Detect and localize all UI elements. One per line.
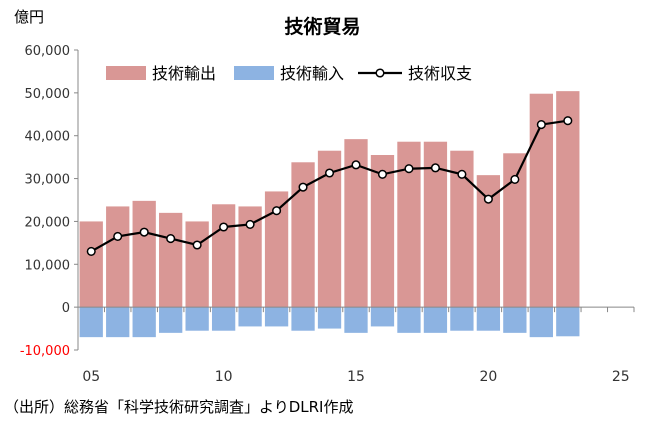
y-tick-label: -10,000 [20, 344, 70, 359]
export-bar [503, 153, 527, 308]
import-bar [132, 307, 156, 338]
export-bar [317, 150, 342, 308]
x-tick-label: 15 [347, 369, 365, 385]
legend-swatch-marker [375, 68, 385, 78]
balance-point [404, 164, 414, 174]
export-bar [106, 206, 130, 308]
y-tick-label: 40,000 [25, 130, 71, 145]
import-bar [529, 307, 553, 338]
import-bar [211, 307, 236, 331]
legend: 技術輸出 技術輸入 技術収支 [106, 64, 472, 83]
balance-point [457, 169, 467, 179]
import-bar [159, 307, 183, 333]
y-tick-label: 30,000 [25, 173, 71, 188]
import-bar [370, 307, 395, 327]
export-bar [344, 139, 368, 308]
import-bar [503, 307, 527, 333]
import-bar [317, 307, 342, 329]
import-bar [476, 307, 501, 331]
balance-point [166, 234, 176, 244]
export-bar [476, 175, 501, 308]
y-tick-label: 0 [62, 301, 70, 316]
balance-point [113, 231, 123, 241]
x-tick-label: 10 [215, 369, 233, 385]
balance-point [430, 163, 440, 173]
balance-point [245, 219, 255, 229]
balance-point [483, 194, 493, 204]
export-bar [264, 191, 289, 308]
export-bar [238, 206, 262, 308]
import-bar [238, 307, 262, 327]
y-axis-unit-label: 億円 [14, 8, 45, 26]
legend-label: 技術収支 [408, 64, 472, 83]
import-bar [79, 307, 103, 338]
export-bar [159, 212, 183, 308]
legend-label: 技術輸出 [152, 64, 216, 83]
x-tick-label: 05 [82, 369, 100, 385]
balance-point [298, 182, 308, 192]
export-bar [423, 141, 448, 308]
export-bar [556, 91, 580, 308]
export-bar [132, 200, 156, 308]
balance-point [192, 240, 202, 250]
import-bar [185, 307, 209, 331]
balance-point [272, 206, 282, 216]
import-bar [556, 307, 580, 337]
balance-point [351, 160, 361, 170]
import-bar [450, 307, 474, 331]
balance-point [563, 116, 573, 126]
import-bar [291, 307, 315, 331]
balance-point [139, 227, 149, 237]
import-bar [264, 307, 289, 327]
x-tick-label: 20 [479, 369, 497, 385]
import-bar [423, 307, 448, 333]
export-bar [79, 221, 103, 308]
import-bar [344, 307, 368, 333]
balance-point [219, 222, 229, 232]
export-bar [397, 141, 421, 308]
export-bar [185, 221, 209, 308]
balance-point [324, 168, 335, 178]
balance-point [536, 120, 546, 130]
export-bar [211, 204, 236, 308]
import-bar [106, 307, 130, 338]
source-note: （出所）総務省「科学技術研究調査」よりDLRI作成 [4, 398, 354, 416]
export-bar [450, 150, 474, 308]
legend-swatch [106, 66, 146, 80]
y-tick-label: 20,000 [25, 215, 71, 230]
import-bar [397, 307, 421, 333]
export-bar [529, 93, 553, 308]
legend-label: 技術輸入 [280, 64, 344, 83]
export-bar [291, 162, 315, 308]
x-tick-label: 25 [612, 369, 630, 385]
y-tick-label: 60,000 [25, 44, 71, 59]
y-tick-label: 50,000 [25, 87, 71, 102]
balance-point [377, 169, 388, 179]
export-bar [370, 155, 395, 308]
balance-point [86, 246, 96, 256]
chart-title: 技術貿易 [284, 16, 361, 38]
y-tick-label: 10,000 [25, 258, 71, 273]
legend-swatch [234, 66, 274, 80]
balance-point [510, 174, 520, 184]
